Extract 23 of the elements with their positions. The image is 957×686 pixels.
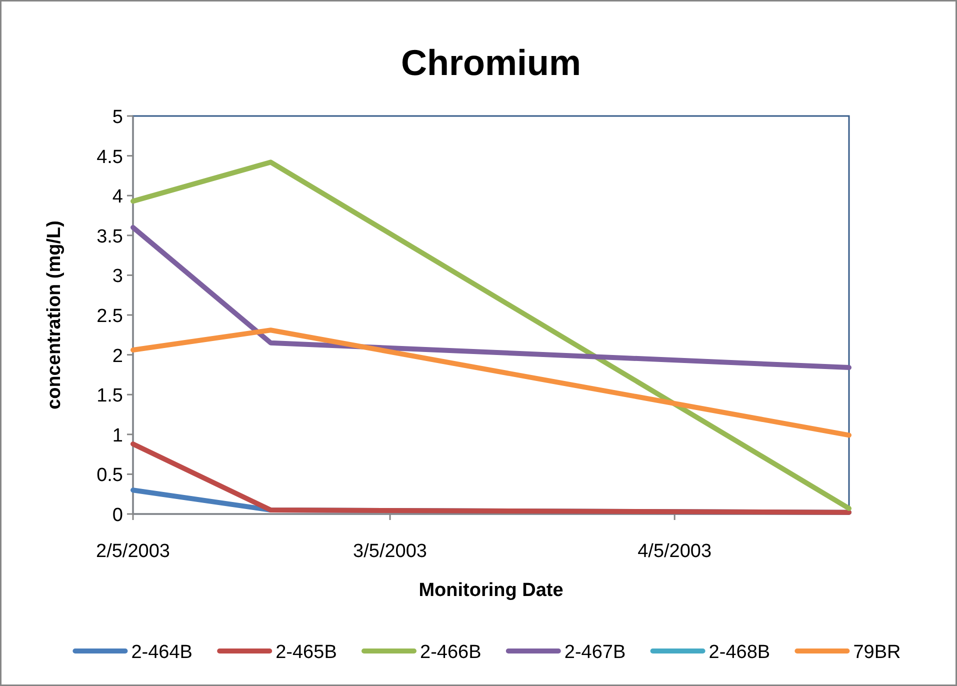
y-tick-label: 4 — [112, 186, 124, 208]
y-tick-label: 5 — [112, 107, 123, 128]
legend-label: 2-466B — [420, 642, 482, 663]
x-tick-label: 3/5/2003 — [353, 541, 428, 562]
x-axis-title: Monitoring Date — [418, 580, 564, 601]
x-tick-label: 2/5/2003 — [96, 541, 170, 562]
y-axis-title: concentration (mg/L) — [44, 220, 65, 410]
legend-label: 2-467B — [564, 642, 626, 663]
legend-label: 79BR — [853, 642, 901, 663]
y-tick-label: 2 — [112, 346, 123, 367]
y-tick-label: 3.5 — [96, 226, 123, 248]
y-tick-label: 4.5 — [96, 146, 123, 168]
y-tick-label: 1.5 — [96, 386, 123, 407]
x-tick-label: 4/5/2003 — [638, 541, 712, 562]
y-tick-label: 3 — [112, 266, 123, 288]
y-tick-label: 2.5 — [96, 306, 123, 327]
legend-label: 2-468B — [708, 642, 770, 663]
y-tick-label: 0 — [112, 505, 123, 526]
legend-label: 2-464B — [131, 642, 192, 663]
y-tick-label: 1 — [112, 425, 123, 446]
chart-title: Chromium — [401, 42, 581, 83]
legend-label: 2-465B — [276, 642, 337, 663]
y-tick-label: 0.5 — [96, 465, 123, 486]
